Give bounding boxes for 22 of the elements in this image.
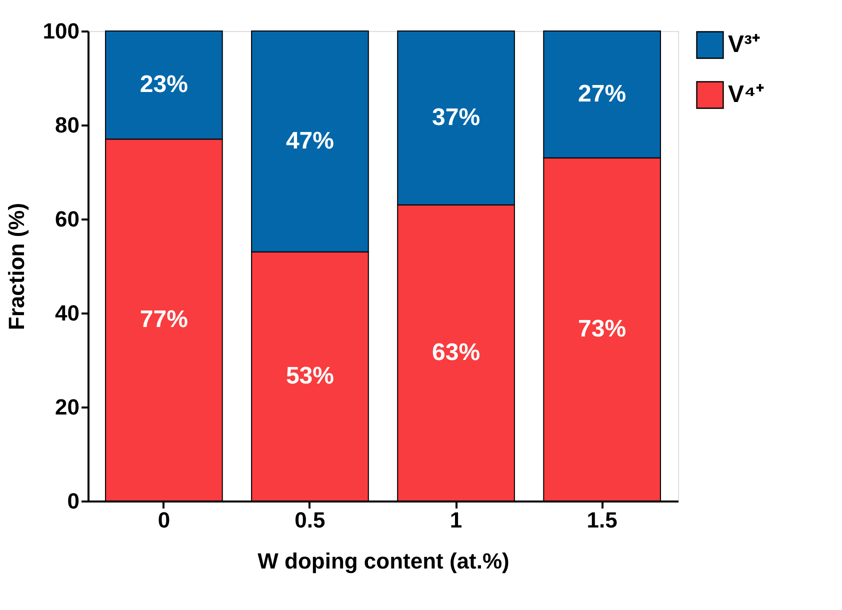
x-tick-label: 0	[158, 508, 170, 532]
y-tick-label: 60	[55, 206, 80, 232]
data-label: 53%	[286, 362, 334, 390]
data-label: 73%	[578, 315, 626, 342]
data-label: 23%	[140, 71, 188, 98]
y-tick-label: 40	[55, 300, 80, 326]
data-label: 37%	[432, 104, 480, 131]
y-tick-label: 80	[55, 112, 80, 138]
data-label: 27%	[578, 80, 626, 108]
x-axis-title: W doping content (at.%)	[258, 548, 510, 574]
legend-label: V³⁺	[728, 31, 760, 58]
x-tick-label: 0.5	[294, 508, 326, 532]
x-tick-label: 1	[450, 508, 462, 532]
y-tick-label: 0	[67, 488, 80, 514]
data-label: 47%	[286, 127, 334, 154]
y-tick-label: 20	[55, 394, 80, 420]
data-label: 63%	[432, 338, 480, 366]
x-tick-label: 1.5	[586, 508, 618, 532]
y-axis-title: Fraction (%)	[4, 202, 29, 330]
legend-label: V⁴⁺	[728, 81, 764, 108]
y-tick-label: 100	[42, 18, 80, 44]
data-label: 77%	[140, 306, 188, 334]
